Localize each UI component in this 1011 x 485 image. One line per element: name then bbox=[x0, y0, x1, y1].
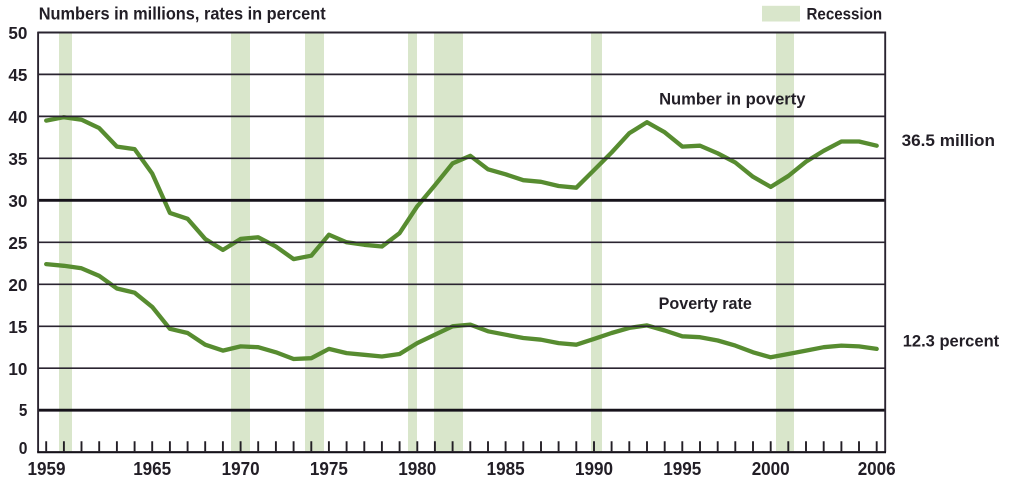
svg-text:2000: 2000 bbox=[752, 459, 790, 479]
svg-text:Poverty rate: Poverty rate bbox=[659, 295, 752, 313]
svg-text:35: 35 bbox=[8, 149, 27, 169]
svg-text:45: 45 bbox=[8, 65, 27, 85]
svg-text:5: 5 bbox=[19, 400, 28, 420]
svg-text:1995: 1995 bbox=[663, 459, 701, 479]
svg-text:12.3 percent: 12.3 percent bbox=[903, 333, 1000, 351]
svg-text:50: 50 bbox=[8, 23, 27, 43]
svg-text:2006: 2006 bbox=[858, 459, 896, 479]
svg-text:1975: 1975 bbox=[310, 459, 348, 479]
svg-text:Recession: Recession bbox=[807, 5, 883, 23]
svg-text:1980: 1980 bbox=[398, 459, 436, 479]
svg-text:20: 20 bbox=[8, 275, 27, 295]
svg-text:10: 10 bbox=[8, 359, 27, 379]
svg-text:1970: 1970 bbox=[222, 459, 260, 479]
svg-text:1959: 1959 bbox=[28, 459, 66, 479]
svg-text:1990: 1990 bbox=[575, 459, 613, 479]
svg-text:25: 25 bbox=[8, 233, 27, 253]
svg-text:15: 15 bbox=[8, 317, 27, 337]
svg-text:1965: 1965 bbox=[133, 459, 171, 479]
svg-text:Number in poverty: Number in poverty bbox=[659, 91, 806, 109]
svg-text:1985: 1985 bbox=[487, 459, 525, 479]
svg-text:0: 0 bbox=[19, 438, 28, 458]
svg-text:Numbers in millions, rates in: Numbers in millions, rates in percent bbox=[39, 3, 326, 23]
svg-text:36.5 million: 36.5 million bbox=[902, 132, 995, 150]
svg-text:40: 40 bbox=[8, 107, 27, 127]
svg-text:30: 30 bbox=[8, 191, 27, 211]
